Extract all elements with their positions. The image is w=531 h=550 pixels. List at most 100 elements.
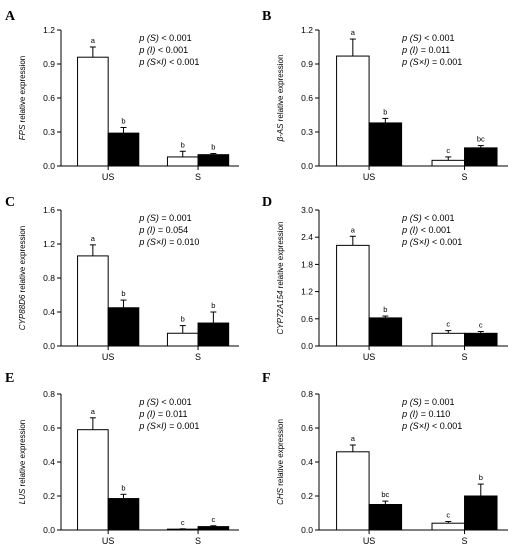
panel-label: C	[5, 195, 15, 210]
y-tick-label: 0.4	[301, 457, 313, 467]
bar	[107, 498, 140, 531]
y-tick-label: 0.6	[301, 314, 313, 324]
x-category-label: S	[195, 172, 201, 182]
significance-letter: b	[121, 483, 125, 492]
stat-annotation: p (S×I) = 0.010	[138, 237, 199, 247]
bar	[431, 332, 466, 347]
y-axis-label: CYP88D6 relative expression	[18, 226, 27, 331]
stat-annotation: p (I) = 0.110	[401, 409, 450, 419]
y-axis-label: CYP72A154 relative expression	[276, 222, 285, 335]
stat-annotation: p (I) < 0.001	[138, 45, 188, 55]
stat-annotation: p (S×I) < 0.001	[138, 57, 199, 67]
panel-label: B	[262, 9, 271, 24]
y-tick-label: 0.0	[43, 341, 55, 351]
significance-letter: c	[446, 320, 450, 329]
significance-letter: a	[91, 407, 96, 416]
y-tick-label: 0.8	[43, 273, 55, 283]
y-axis-label: CHS relative expression	[276, 419, 285, 505]
significance-letter: c	[211, 515, 215, 524]
panel-B: B 0.0 0.3 0.6 0.9 1.2 β-AS relative expression…	[262, 9, 508, 182]
significance-letter: a	[351, 28, 356, 37]
y-tick-label: 1.8	[301, 259, 313, 269]
x-category-label: S	[462, 352, 468, 362]
y-tick-label: 0.3	[301, 127, 313, 137]
stat-annotation: p (I) = 0.011	[401, 45, 450, 55]
significance-letter: b	[181, 140, 185, 149]
stat-annotation: p (S) < 0.001	[138, 33, 191, 43]
x-category-label: S	[195, 536, 201, 546]
panel-E: E 0.0 0.2 0.4 0.6 0.8 LUS relative expression U…	[5, 371, 239, 546]
bar	[77, 56, 109, 167]
y-tick-label: 0.2	[43, 491, 55, 501]
bar	[77, 255, 109, 347]
panel-label: F	[262, 371, 271, 386]
panel-D: D 0.0 0.6 1.2 1.8 2.4 3.0 CYP72A154 relative ex…	[262, 195, 508, 362]
y-axis-label: LUS relative expression	[18, 420, 27, 504]
y-tick-label: 0.6	[43, 93, 55, 103]
x-category-label: US	[363, 536, 376, 546]
x-category-label: US	[363, 352, 376, 362]
significance-letter: b	[383, 305, 387, 314]
y-tick-label: 0.3	[43, 127, 55, 137]
x-category-label: US	[363, 172, 376, 182]
bar	[368, 317, 403, 347]
x-category-label: US	[102, 352, 115, 362]
bar	[336, 244, 370, 347]
y-tick-label: 1.2	[301, 25, 313, 35]
significance-letter: a	[351, 434, 356, 443]
y-tick-label: 1.2	[301, 287, 313, 297]
y-tick-label: 0.0	[43, 525, 55, 535]
panel-label: D	[262, 195, 272, 210]
significance-letter: b	[211, 143, 215, 152]
x-category-label: S	[462, 536, 468, 546]
bar	[336, 451, 370, 531]
significance-letter: a	[91, 234, 96, 243]
stat-annotation: p (S×I) = 0.001	[138, 421, 199, 431]
stat-annotation: p (S) = 0.001	[401, 397, 454, 407]
significance-letter: c	[479, 320, 483, 329]
significance-letter: b	[211, 301, 215, 310]
bar	[197, 154, 230, 167]
y-axis-label: FPS relative expression	[18, 56, 27, 140]
bar	[166, 156, 199, 167]
y-tick-label: 0.6	[301, 93, 313, 103]
y-tick-label: 0.0	[301, 341, 313, 351]
stat-annotation: p (S×I) < 0.001	[401, 237, 462, 247]
bar	[464, 332, 498, 347]
x-category-label: US	[102, 172, 115, 182]
significance-letter: c	[181, 518, 185, 527]
significance-letter: c	[446, 511, 450, 520]
y-tick-label: 2.4	[301, 232, 313, 242]
y-tick-label: 0.6	[301, 423, 313, 433]
bar	[197, 322, 230, 347]
significance-letter: b	[479, 473, 483, 482]
significance-letter: a	[91, 36, 96, 45]
bar	[197, 526, 230, 531]
y-tick-label: 0.6	[43, 423, 55, 433]
y-tick-label: 0.0	[43, 161, 55, 171]
significance-letter: b	[121, 289, 125, 298]
bar	[166, 332, 199, 347]
y-tick-label: 0.0	[301, 161, 313, 171]
stat-annotation: p (S) < 0.001	[138, 397, 191, 407]
significance-letter: bc	[381, 490, 389, 499]
y-tick-label: 1.2	[43, 239, 55, 249]
bar	[464, 495, 498, 531]
y-tick-label: 0.0	[301, 525, 313, 535]
stat-annotation: p (I) = 0.011	[138, 409, 187, 419]
bar	[464, 147, 498, 167]
stat-annotation: p (S) < 0.001	[401, 213, 454, 223]
x-category-label: US	[102, 536, 115, 546]
significance-letter: b	[383, 107, 387, 116]
stat-annotation: p (S×I) = 0.001	[401, 57, 462, 67]
x-category-label: S	[195, 352, 201, 362]
bar	[431, 522, 466, 531]
bar	[336, 55, 370, 167]
y-tick-label: 0.9	[301, 59, 313, 69]
y-tick-label: 0.8	[301, 389, 313, 399]
stat-annotation: p (S) < 0.001	[401, 33, 454, 43]
y-tick-label: 0.4	[43, 457, 55, 467]
bar	[77, 429, 109, 531]
panel-C: C 0.0 0.4 0.8 1.2 1.6 CYP88D6 relative express…	[5, 195, 239, 362]
